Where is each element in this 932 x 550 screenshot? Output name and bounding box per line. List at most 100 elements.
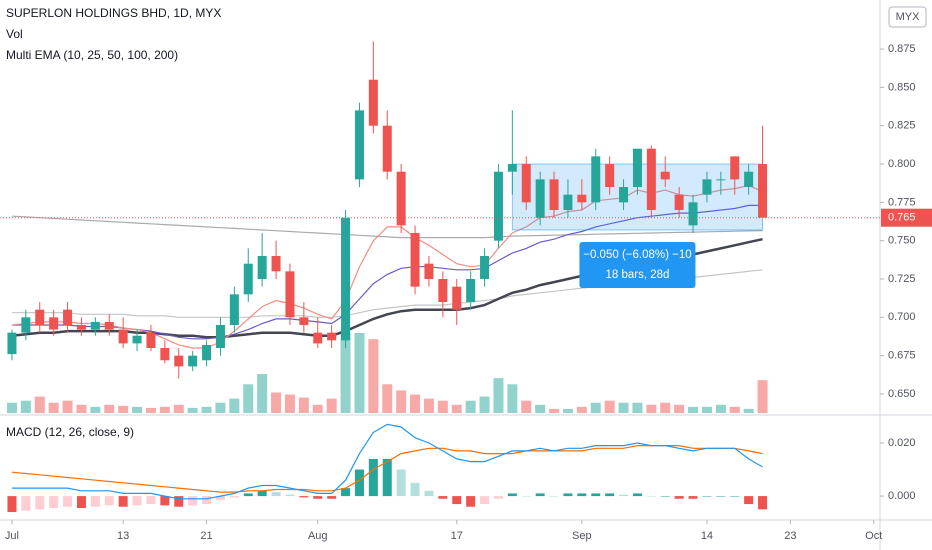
- histogram-bar: [744, 496, 754, 505]
- candle-body: [285, 271, 295, 318]
- candle-body: [215, 325, 225, 348]
- histogram-bar: [132, 496, 142, 506]
- candle-body: [660, 171, 670, 180]
- volume-bar: [48, 402, 59, 413]
- volume-bar: [62, 400, 73, 413]
- y-tick-label: 0.800: [888, 158, 916, 170]
- candle-body: [146, 332, 156, 348]
- volume-bar: [90, 406, 101, 413]
- histogram-bar: [480, 496, 490, 505]
- histogram-bar: [660, 496, 670, 497]
- histogram-bar: [368, 458, 378, 497]
- volume-bar: [201, 406, 212, 413]
- volume-bar: [423, 398, 434, 413]
- y-tick-label: 0.725: [888, 273, 916, 285]
- histogram-bar: [382, 458, 392, 497]
- candle-body: [549, 179, 559, 211]
- candle-body: [202, 344, 212, 361]
- volume-bar: [674, 404, 685, 413]
- candle-body: [507, 164, 517, 172]
- volume-bar: [715, 404, 726, 413]
- volume-bar: [187, 407, 198, 413]
- histogram-bar: [146, 496, 156, 505]
- volume-bar: [159, 406, 170, 413]
- candle-body: [49, 317, 59, 330]
- candle-body: [243, 263, 253, 295]
- volume-bar: [382, 384, 393, 413]
- volume-bar: [646, 404, 657, 413]
- candle-body: [104, 321, 114, 330]
- histogram-bar: [702, 496, 712, 497]
- x-tick-label: 13: [117, 530, 129, 542]
- x-tick-label: Oct: [865, 530, 882, 542]
- volume-bar: [507, 384, 518, 413]
- histogram-bar: [688, 496, 698, 499]
- y-tick-label: 0.000: [888, 490, 916, 502]
- histogram-bar: [49, 496, 59, 509]
- signal-line: [11, 445, 763, 493]
- candle-body: [35, 309, 45, 326]
- histogram-bar: [299, 496, 309, 498]
- volume-bar: [354, 333, 365, 413]
- volume-bar: [437, 400, 448, 413]
- histogram-bar: [716, 496, 726, 497]
- histogram-bar: [396, 469, 406, 497]
- volume-bar: [76, 404, 87, 413]
- candle-body: [452, 286, 462, 310]
- volume-bar: [132, 406, 143, 413]
- candle-body: [521, 164, 531, 203]
- candle-body: [424, 263, 434, 280]
- volume-bar: [298, 397, 309, 413]
- currency-label[interactable]: MYX: [896, 11, 921, 23]
- histogram-bar: [160, 496, 170, 506]
- histogram-bar: [674, 496, 684, 499]
- volume-bar: [173, 404, 184, 413]
- candle-body: [577, 194, 587, 203]
- candle-body: [132, 335, 142, 344]
- histogram-bar: [354, 469, 364, 497]
- histogram-bar: [466, 496, 476, 507]
- histogram-bar: [35, 496, 45, 510]
- volume-bar: [118, 405, 129, 413]
- ema-label: Multi EMA (10, 25, 50, 100, 200): [6, 48, 178, 62]
- volume-bar: [215, 402, 226, 413]
- x-tick-label: 23: [784, 530, 796, 542]
- candle-body: [313, 332, 323, 344]
- y-tick-label: 0.775: [888, 196, 916, 208]
- volume-bar: [340, 333, 351, 413]
- currency-button[interactable]: [888, 6, 927, 28]
- ema-line: [11, 215, 763, 239]
- candle-body: [702, 179, 712, 195]
- volume-bar: [243, 384, 254, 413]
- volume-bar: [410, 394, 421, 413]
- measure-label: −0.050 (−6.08%) −10: [583, 249, 691, 261]
- candle-body: [410, 233, 420, 287]
- candle-body: [7, 332, 17, 355]
- volume-bar: [493, 378, 504, 413]
- y-tick-label: 0.875: [888, 43, 916, 55]
- candle-body: [118, 329, 128, 344]
- volume-bar: [312, 404, 323, 413]
- histogram-bar: [174, 496, 184, 507]
- histogram-bar: [424, 490, 434, 497]
- histogram-bar: [438, 496, 448, 499]
- candle-body: [480, 256, 490, 280]
- candle-body: [354, 110, 364, 180]
- volume-bar: [20, 400, 31, 413]
- candle-body: [632, 148, 642, 188]
- histogram-bar: [243, 493, 253, 497]
- histogram-bar: [327, 496, 337, 499]
- y-tick-label: 0.750: [888, 235, 916, 247]
- volume-bar: [465, 400, 476, 413]
- measure-label: 18 bars, 28d: [605, 269, 669, 281]
- y-tick-label: 0.020: [888, 437, 916, 449]
- volume-bar: [562, 408, 573, 413]
- candle-body: [591, 156, 601, 203]
- histogram-bar: [646, 496, 656, 497]
- volume-bar: [549, 408, 560, 413]
- y-tick-label: 0.700: [888, 311, 916, 323]
- last-price-label: 0.765: [888, 212, 916, 224]
- candle-body: [744, 171, 754, 188]
- candle-body: [368, 79, 378, 126]
